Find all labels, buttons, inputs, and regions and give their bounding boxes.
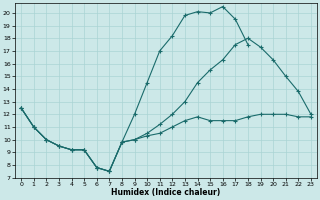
X-axis label: Humidex (Indice chaleur): Humidex (Indice chaleur)	[111, 188, 221, 197]
